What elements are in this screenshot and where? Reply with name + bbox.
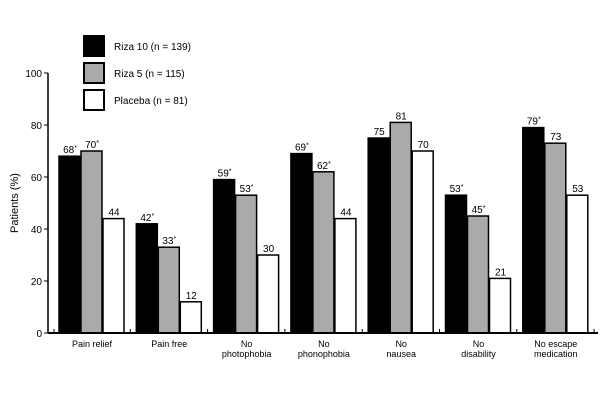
data-label: 45* xyxy=(472,205,486,216)
data-label: 42* xyxy=(140,213,154,224)
x-tick-label: No nausea xyxy=(386,339,416,359)
bar xyxy=(80,150,103,334)
legend-label: Riza 5 (n = 115) xyxy=(114,69,185,80)
bar xyxy=(212,178,236,334)
bar xyxy=(256,254,280,334)
bar xyxy=(466,215,490,334)
data-label: 53* xyxy=(450,184,464,195)
legend-swatch xyxy=(83,89,105,111)
bar xyxy=(544,142,567,334)
legend-label: Placeba (n = 81) xyxy=(114,96,188,107)
bar xyxy=(312,171,335,334)
legend: Riza 10 (n = 139) Riza 5 (n = 115) Placeba… xyxy=(83,35,191,111)
bar xyxy=(566,194,589,334)
x-tick-label: No disability xyxy=(461,339,496,359)
y-axis-label: Patients (%) xyxy=(9,173,21,233)
x-tick-label: No escape medication xyxy=(534,339,578,359)
data-label: 81 xyxy=(396,111,408,122)
y-axis: 0 20 40 60 80 100 xyxy=(25,69,49,340)
bar xyxy=(179,301,203,334)
bar xyxy=(58,155,81,334)
data-label: 33* xyxy=(162,236,176,247)
bar xyxy=(389,121,412,334)
data-label: 21 xyxy=(495,267,507,278)
bar xyxy=(522,126,545,334)
bar xyxy=(290,152,313,334)
legend-swatch xyxy=(83,35,105,57)
x-tick-label: No photophobia xyxy=(222,339,272,359)
y-tick-label: 100 xyxy=(25,69,42,80)
data-label: 44 xyxy=(108,208,120,219)
bar xyxy=(334,217,357,334)
bar xyxy=(367,137,390,334)
legend-swatch xyxy=(83,62,105,84)
y-tick-label: 20 xyxy=(31,277,43,288)
bars: 68* 70* 44 42* 33* 12 59* 53* 30 69* 62* 44 75 81 70 53… xyxy=(58,111,589,334)
data-label: 44 xyxy=(340,208,352,219)
data-label: 62* xyxy=(317,161,331,172)
legend-label: Riza 10 (n = 139) xyxy=(114,42,191,53)
y-tick-label: 0 xyxy=(36,329,42,340)
x-tick-label: Pain relief xyxy=(72,339,113,349)
y-tick-label: 40 xyxy=(31,225,43,236)
bar xyxy=(135,223,159,334)
bar xyxy=(234,194,258,334)
y-tick-label: 80 xyxy=(31,121,43,132)
data-label: 53 xyxy=(572,184,584,195)
data-label: 59* xyxy=(218,169,232,180)
bar xyxy=(488,277,512,334)
y-tick-label: 60 xyxy=(31,173,43,184)
data-label: 30 xyxy=(263,244,275,255)
data-label: 68* xyxy=(63,145,77,156)
bar xyxy=(411,150,434,334)
data-label: 53* xyxy=(240,184,254,195)
bar xyxy=(444,194,468,334)
bar xyxy=(157,246,181,334)
x-tick-label: Pain free xyxy=(151,339,187,349)
data-label: 70 xyxy=(418,140,430,151)
data-label: 73 xyxy=(550,132,562,143)
x-tick-label: No phonophobia xyxy=(298,339,350,359)
bar xyxy=(102,217,125,334)
x-axis: Pain relief Pain free No photophobia No phono… xyxy=(48,329,598,359)
data-label: 69* xyxy=(295,143,309,154)
data-label: 79* xyxy=(527,117,541,128)
data-label: 70* xyxy=(85,140,99,151)
data-label: 75 xyxy=(374,127,386,138)
data-label: 12 xyxy=(186,291,198,302)
